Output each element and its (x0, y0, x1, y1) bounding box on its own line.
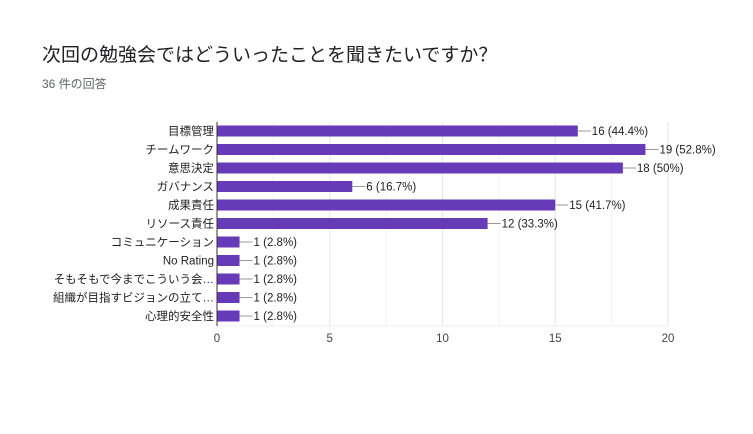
category-label: 成果責任 (168, 198, 214, 212)
bar (217, 310, 240, 322)
data-label: 1 (2.8%) (254, 293, 298, 305)
x-tick-label: 0 (214, 333, 220, 345)
category-label: No Rating (163, 256, 214, 268)
bar (217, 181, 353, 192)
question-title: 次回の勉強会ではどういったことを聞きたいですか？ (42, 44, 498, 66)
data-label: 1 (2.8%) (254, 256, 298, 268)
data-label: 15 (41.7%) (569, 200, 625, 212)
category-label: 目標管理 (168, 124, 214, 138)
bar (217, 162, 623, 174)
data-label: 1 (2.8%) (254, 311, 298, 323)
category-label: ガバナンス (157, 181, 214, 194)
x-tick-label: 5 (327, 333, 333, 345)
x-tick-label: 15 (549, 333, 562, 345)
bar (217, 236, 240, 248)
x-tick-label: 20 (662, 333, 675, 345)
data-label: 16 (44.4%) (592, 126, 648, 138)
data-label: 12 (33.3%) (502, 219, 558, 231)
bar (217, 125, 578, 137)
category-label: 心理的安全性 (145, 309, 214, 323)
response-count: 36 件の回答 (42, 77, 107, 91)
bar (217, 273, 240, 285)
bar (217, 255, 240, 266)
category-label: そもそもで今までこういう会… (54, 272, 214, 286)
category-label: 組織が目指すビジョンの立て… (53, 291, 214, 305)
data-label: 1 (2.8%) (254, 274, 298, 286)
data-label: 6 (16.7%) (366, 182, 416, 194)
category-label: コミュニケーション (111, 236, 214, 249)
data-label: 1 (2.8%) (254, 237, 298, 249)
bar (217, 218, 488, 229)
category-label: チームワーク (145, 144, 214, 157)
bar (217, 199, 556, 211)
bar (217, 144, 646, 155)
data-label: 19 (52.8%) (659, 145, 715, 157)
bar (217, 292, 240, 303)
x-tick-label: 10 (436, 333, 449, 345)
category-label: 意思決定 (168, 161, 214, 175)
data-label: 18 (50%) (637, 163, 684, 175)
category-label: リソース責任 (146, 217, 215, 231)
